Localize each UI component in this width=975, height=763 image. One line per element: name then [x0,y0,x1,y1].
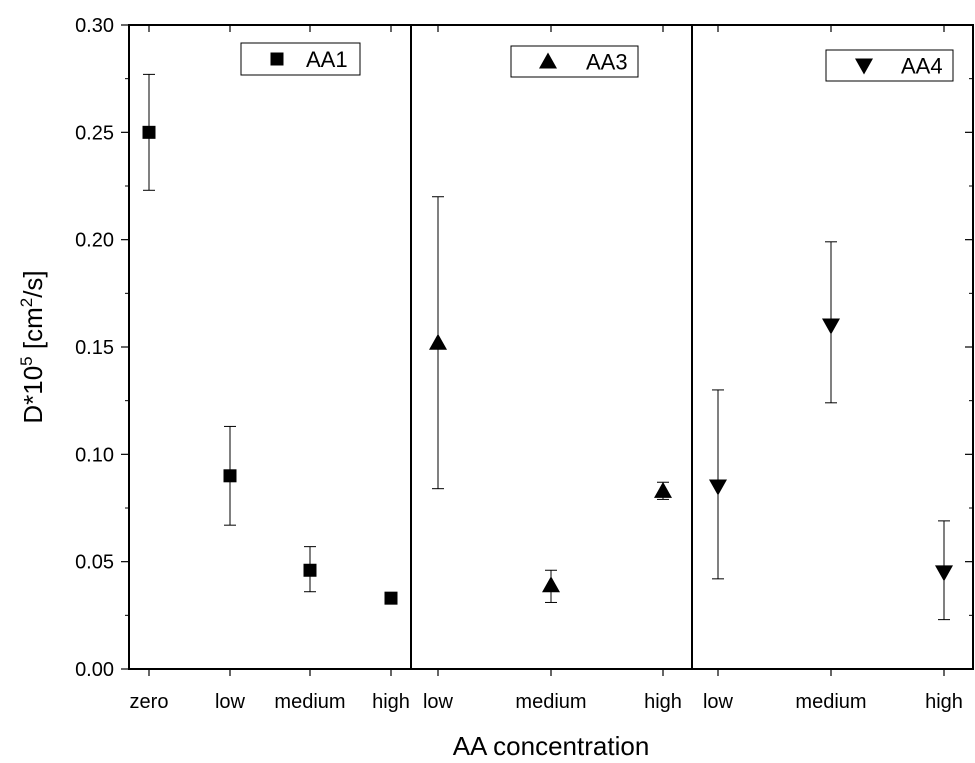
data-point [822,318,840,335]
data-point [142,125,156,139]
x-tick-label: medium [515,691,586,713]
y-axis-title-unit-sup: 2 [17,298,36,307]
legend-aa1: AA1 [240,42,361,76]
legend-marker [855,58,873,75]
x-tick-label: low [215,691,246,713]
x-tick-label: medium [795,691,866,713]
x-tick-label: medium [274,691,345,713]
y-tick-label: 0.00 [75,659,114,681]
x-tick-label: high [644,691,682,713]
panel-aa1: zero low medium high AA1 [128,24,412,713]
x-tick-label: low [423,691,454,713]
y-axis-title-main: D*10 [18,366,48,424]
legend-box [240,42,361,76]
panel-aa4: low medium high AA4 [691,24,974,713]
data-point [709,479,727,496]
data-point [303,563,317,577]
panel-aa3: low medium high AA3 [410,24,693,713]
x-tick-label: zero [130,691,169,713]
x-tick-label: low [703,691,734,713]
data-point [384,591,398,605]
legend-box [825,49,954,82]
data-point [429,333,447,350]
x-tick-label: high [925,691,963,713]
data-point [935,565,953,582]
legend-marker [539,52,557,69]
y-tick-label: 0.20 [75,230,114,252]
panel-frame [128,24,412,670]
legend-box [510,45,639,78]
y-axis-title-sup: 5 [17,356,36,365]
x-axis-title: AA concentration [453,731,650,761]
y-tick-label: 0.15 [75,337,114,359]
y-axis: 0.00 0.05 0.10 0.15 0.20 0.25 0.30 [75,15,129,681]
panels: zero low medium high AA1 low medium high AA3 low m… [128,24,974,713]
legend-label: AA4 [901,54,943,79]
data-point [654,481,672,498]
legend-aa3: AA3 [510,45,639,78]
legend-label: AA1 [306,47,348,72]
data-point [542,576,560,593]
x-tick-label: high [372,691,410,713]
y-tick-label: 0.30 [75,15,114,37]
legend-aa4: AA4 [825,49,954,82]
y-tick-label: 0.25 [75,122,114,144]
y-axis-title: D*105 [cm2/s] [17,270,48,423]
data-point [223,469,237,483]
y-tick-label: 0.05 [75,552,114,574]
panel-frame [691,24,974,670]
y-axis-title-unit-end: /s] [18,270,48,297]
y-axis-title-unit: [cm [18,307,48,356]
y-tick-label: 0.10 [75,444,114,466]
legend-marker [270,52,284,66]
legend-label: AA3 [586,50,628,75]
